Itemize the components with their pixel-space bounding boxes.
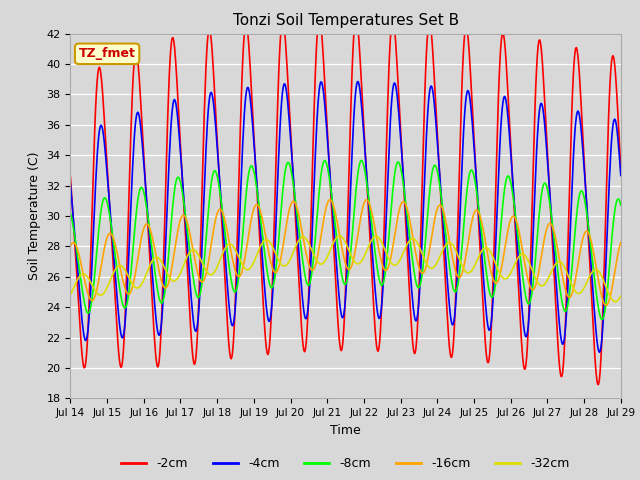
Line: -8cm: -8cm	[70, 160, 621, 319]
-16cm	[218, 208, 226, 214]
-2cm	[133, 52, 141, 58]
-8cm	[598, 316, 605, 322]
-2cm	[352, 15, 360, 21]
Y-axis label: Soil Temperature (C): Soil Temperature (C)	[28, 152, 41, 280]
-8cm	[133, 204, 141, 209]
Legend: -2cm, -4cm, -8cm, -16cm, -32cm: -2cm, -4cm, -8cm, -16cm, -32cm	[116, 452, 575, 475]
-32cm	[413, 240, 421, 245]
-4cm	[429, 91, 437, 97]
-16cm	[429, 224, 437, 229]
-4cm	[413, 315, 421, 321]
-8cm	[189, 273, 196, 278]
-8cm	[77, 274, 84, 280]
-16cm	[67, 244, 74, 250]
-2cm	[67, 174, 74, 180]
Title: Tonzi Soil Temperatures Set B: Tonzi Soil Temperatures Set B	[232, 13, 459, 28]
-32cm	[77, 273, 84, 278]
-16cm	[189, 247, 196, 252]
-2cm	[429, 57, 437, 62]
-8cm	[429, 165, 437, 170]
X-axis label: Time: Time	[330, 424, 361, 437]
-32cm	[67, 292, 74, 298]
-16cm	[77, 258, 84, 264]
Line: -16cm: -16cm	[70, 200, 621, 305]
-32cm	[336, 233, 344, 239]
-16cm	[617, 240, 625, 245]
-2cm	[189, 354, 196, 360]
-4cm	[596, 349, 604, 355]
-8cm	[413, 283, 421, 289]
-8cm	[67, 210, 74, 216]
-4cm	[67, 181, 74, 187]
-16cm	[413, 257, 421, 263]
-32cm	[429, 265, 437, 271]
-8cm	[358, 157, 365, 163]
-4cm	[77, 299, 84, 305]
-4cm	[617, 173, 625, 179]
-2cm	[617, 167, 625, 172]
-32cm	[218, 252, 226, 258]
-8cm	[617, 203, 625, 208]
-4cm	[218, 209, 226, 215]
-4cm	[354, 79, 362, 84]
-2cm	[413, 329, 421, 335]
-16cm	[133, 261, 141, 266]
-4cm	[189, 313, 196, 319]
-4cm	[133, 110, 141, 116]
-2cm	[218, 221, 226, 227]
Line: -4cm: -4cm	[70, 82, 621, 352]
-16cm	[602, 302, 610, 308]
-32cm	[617, 293, 625, 299]
-2cm	[77, 329, 84, 335]
-16cm	[326, 197, 333, 203]
-32cm	[133, 285, 141, 291]
-2cm	[594, 382, 602, 387]
Line: -32cm: -32cm	[70, 236, 621, 301]
-8cm	[218, 205, 226, 211]
Text: TZ_fmet: TZ_fmet	[79, 48, 136, 60]
-32cm	[612, 299, 620, 304]
-32cm	[189, 247, 196, 252]
Line: -2cm: -2cm	[70, 18, 621, 384]
